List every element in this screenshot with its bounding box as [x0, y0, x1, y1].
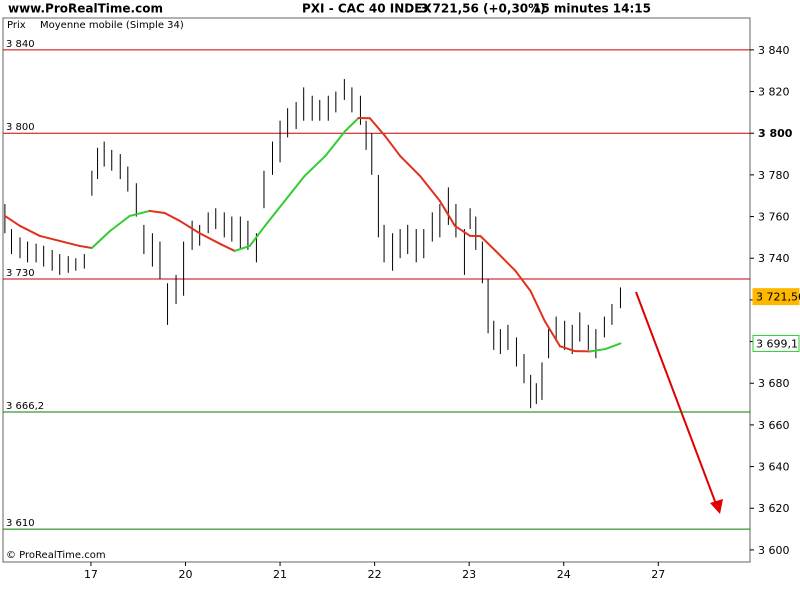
moving-average	[233, 244, 251, 252]
level-label: 3 730	[6, 268, 35, 279]
period: 15 minutes 14:15	[533, 2, 651, 16]
plot-frame	[2, 17, 751, 563]
last-price-box	[752, 288, 800, 306]
moving-average	[384, 134, 402, 157]
x-tick-label: 27	[651, 568, 665, 581]
moving-average	[163, 212, 181, 222]
moving-average	[494, 249, 517, 272]
moving-average	[3, 214, 22, 227]
y-tick-label: 3 780	[758, 169, 790, 182]
moving-average	[178, 219, 201, 235]
level-label: 3 800	[6, 122, 35, 133]
indicator-label: Moyenne mobile (Simple 34)	[40, 20, 184, 31]
moving-average	[283, 174, 306, 202]
moving-average	[263, 199, 286, 227]
y-tick-label: 3 840	[758, 44, 790, 57]
moving-average	[479, 235, 497, 252]
moving-average	[399, 154, 421, 177]
moving-average	[58, 239, 81, 247]
moving-average	[19, 224, 41, 237]
moving-average	[604, 342, 622, 351]
x-tick-label: 23	[462, 568, 476, 581]
y-tick-label: 3 620	[758, 502, 790, 515]
y-tick-label: 3 800	[758, 127, 793, 140]
moving-average	[589, 348, 607, 353]
level-label: 3 840	[6, 39, 35, 50]
moving-average	[514, 269, 532, 293]
moving-average	[418, 174, 441, 202]
moving-average	[128, 209, 151, 217]
y-tick-label: 3 740	[758, 252, 790, 265]
moving-average	[558, 345, 577, 353]
level-label: 3 666,2	[6, 401, 44, 412]
moving-average	[543, 320, 561, 348]
footer: © ProRealTime.com	[6, 550, 106, 561]
moving-average	[108, 214, 131, 233]
chart-title: PXI - CAC 40 INDEX	[302, 2, 432, 16]
moving-average	[303, 154, 327, 177]
y-tick-label: 3 820	[758, 86, 790, 99]
moving-average	[453, 224, 472, 237]
ma-last-box	[752, 334, 800, 352]
trend-arrow	[635, 291, 717, 505]
y-tick-label: 3 600	[758, 544, 790, 557]
moving-average	[344, 117, 360, 132]
last-price-label: 3 721,56	[756, 291, 800, 304]
panel-label: Prix	[7, 20, 26, 31]
y-tick-label: 3 660	[758, 419, 790, 432]
ma-last-label: 3 699,1	[756, 337, 798, 350]
x-tick-label: 24	[557, 568, 571, 581]
moving-average	[368, 117, 387, 137]
moving-average	[438, 199, 456, 227]
moving-average	[198, 232, 222, 246]
arrow-head	[710, 499, 723, 514]
y-tick-label: 3 640	[758, 461, 790, 474]
moving-average	[90, 230, 111, 250]
moving-average	[219, 243, 236, 252]
quote: 3 721,56 (+0,30%)	[420, 2, 546, 16]
moving-average	[148, 209, 166, 215]
moving-average	[38, 234, 61, 242]
moving-average	[324, 129, 347, 157]
x-tick-label: 21	[273, 568, 287, 581]
site: www.ProRealTime.com	[8, 2, 163, 16]
y-tick-label: 3 680	[758, 377, 790, 390]
moving-average	[78, 244, 93, 250]
moving-average	[529, 290, 546, 323]
y-tick-label: 3 760	[758, 211, 790, 224]
x-tick-label: 22	[368, 568, 382, 581]
level-label: 3 610	[6, 518, 35, 529]
moving-average	[248, 224, 266, 247]
x-tick-label: 20	[178, 568, 192, 581]
x-tick-label: 17	[84, 568, 98, 581]
